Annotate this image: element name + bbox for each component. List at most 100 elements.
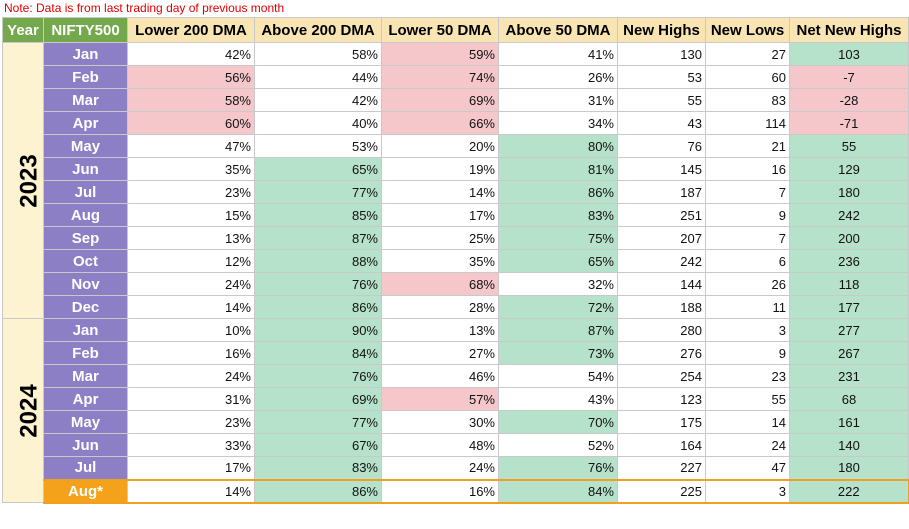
lower-200-dma-cell: 35%: [127, 157, 255, 181]
lower-50-dma-cell: 14%: [381, 180, 499, 204]
table-row: Apr 31% 69% 57% 43% 123 55 68: [3, 387, 909, 411]
above-200-dma-cell: 77%: [254, 410, 382, 434]
new-lows-cell: 21: [705, 134, 790, 158]
above-200-dma-cell: 58%: [254, 42, 382, 66]
net-new-highs-cell: -28: [789, 88, 909, 112]
table-body: 2023 Jan 42% 58% 59% 41% 130 27 103 Feb 56% 44% 74% 2…: [2, 42, 909, 504]
table-row: Jun 33% 67% 48% 52% 164 24 140: [3, 433, 909, 457]
above-50-dma-cell: 80%: [498, 134, 618, 158]
lower-50-dma-cell: 68%: [381, 272, 499, 296]
month-cell: Mar: [43, 364, 128, 388]
lower-200-dma-cell: 17%: [127, 456, 255, 480]
new-highs-cell: 242: [617, 249, 706, 273]
lower-50-dma-cell: 16%: [381, 478, 499, 504]
net-new-highs-cell: -71: [789, 111, 909, 135]
above-50-dma-cell: 52%: [498, 433, 618, 457]
lower-200-dma-cell: 58%: [127, 88, 255, 112]
lower-200-dma-cell: 23%: [127, 410, 255, 434]
net-new-highs-cell: 68: [789, 387, 909, 411]
table-row: May 23% 77% 30% 70% 175 14 161: [3, 410, 909, 434]
new-highs-cell: 188: [617, 295, 706, 319]
net-new-highs-cell: 200: [789, 226, 909, 250]
new-lows-header: New Lows: [705, 17, 790, 43]
new-lows-cell: 9: [705, 341, 790, 365]
month-cell: Jun: [43, 157, 128, 181]
month-cell: Aug*: [43, 478, 128, 504]
new-lows-cell: 9: [705, 203, 790, 227]
net-new-highs-cell: 242: [789, 203, 909, 227]
new-highs-cell: 251: [617, 203, 706, 227]
lower-200-dma-cell: 10%: [127, 318, 255, 342]
above-200-dma-cell: 40%: [254, 111, 382, 135]
above-200-dma-header: Above 200 DMA: [254, 17, 382, 43]
lower-200-dma-cell: 33%: [127, 433, 255, 457]
new-highs-header: New Highs: [617, 17, 706, 43]
new-lows-cell: 14: [705, 410, 790, 434]
year-cell: 2024: [2, 318, 44, 503]
lower-200-dma-cell: 47%: [127, 134, 255, 158]
net-new-highs-cell: 231: [789, 364, 909, 388]
table-row: Feb 16% 84% 27% 73% 276 9 267: [3, 341, 909, 365]
new-highs-cell: 123: [617, 387, 706, 411]
month-cell: Mar: [43, 88, 128, 112]
index-column-header: NIFTY500: [43, 17, 128, 43]
lower-50-dma-cell: 19%: [381, 157, 499, 181]
new-highs-cell: 225: [617, 478, 706, 504]
new-lows-cell: 24: [705, 433, 790, 457]
year-label: 2023: [15, 153, 43, 208]
above-200-dma-cell: 86%: [254, 478, 382, 504]
table-row: Jul 17% 83% 24% 76% 227 47 180: [3, 456, 909, 480]
net-new-highs-cell: 277: [789, 318, 909, 342]
new-lows-cell: 27: [705, 42, 790, 66]
above-50-dma-header: Above 50 DMA: [498, 17, 618, 43]
lower-200-dma-cell: 14%: [127, 478, 255, 504]
new-lows-cell: 3: [705, 478, 790, 504]
above-50-dma-cell: 76%: [498, 456, 618, 480]
new-lows-cell: 47: [705, 456, 790, 480]
above-200-dma-cell: 85%: [254, 203, 382, 227]
year-column-header: Year: [2, 17, 44, 43]
table-row: Dec 14% 86% 28% 72% 188 11 177: [3, 295, 909, 319]
lower-50-dma-cell: 13%: [381, 318, 499, 342]
net-new-highs-cell: 161: [789, 410, 909, 434]
month-cell: Apr: [43, 111, 128, 135]
above-50-dma-cell: 43%: [498, 387, 618, 411]
new-highs-cell: 227: [617, 456, 706, 480]
new-lows-cell: 3: [705, 318, 790, 342]
month-cell: Jul: [43, 456, 128, 480]
new-highs-cell: 207: [617, 226, 706, 250]
new-lows-cell: 60: [705, 65, 790, 89]
above-50-dma-cell: 84%: [498, 478, 618, 504]
month-cell: May: [43, 134, 128, 158]
new-highs-cell: 43: [617, 111, 706, 135]
new-lows-cell: 83: [705, 88, 790, 112]
above-200-dma-cell: 77%: [254, 180, 382, 204]
new-lows-cell: 23: [705, 364, 790, 388]
lower-50-dma-cell: 59%: [381, 42, 499, 66]
new-highs-cell: 130: [617, 42, 706, 66]
above-50-dma-cell: 41%: [498, 42, 618, 66]
table-row: May 47% 53% 20% 80% 76 21 55: [3, 134, 909, 158]
month-cell: Jul: [43, 180, 128, 204]
lower-50-dma-cell: 46%: [381, 364, 499, 388]
lower-50-dma-cell: 28%: [381, 295, 499, 319]
table-row: Aug 15% 85% 17% 83% 251 9 242: [3, 203, 909, 227]
market-breadth-table: Year NIFTY500 Lower 200 DMA Above 200 DM…: [2, 17, 909, 504]
new-highs-cell: 254: [617, 364, 706, 388]
net-new-highs-header: Net New Highs: [789, 17, 909, 43]
above-200-dma-cell: 86%: [254, 295, 382, 319]
lower-200-dma-cell: 31%: [127, 387, 255, 411]
year-label: 2024: [15, 383, 43, 438]
above-50-dma-cell: 31%: [498, 88, 618, 112]
month-cell: May: [43, 410, 128, 434]
above-50-dma-cell: 75%: [498, 226, 618, 250]
new-highs-cell: 276: [617, 341, 706, 365]
lower-50-dma-cell: 35%: [381, 249, 499, 273]
month-cell: Jun: [43, 433, 128, 457]
new-lows-cell: 7: [705, 180, 790, 204]
lower-50-dma-cell: 69%: [381, 88, 499, 112]
table-row: Nov 24% 76% 68% 32% 144 26 118: [3, 272, 909, 296]
table-row: Oct 12% 88% 35% 65% 242 6 236: [3, 249, 909, 273]
table-row: Mar 58% 42% 69% 31% 55 83 -28: [3, 88, 909, 112]
lower-50-dma-cell: 25%: [381, 226, 499, 250]
